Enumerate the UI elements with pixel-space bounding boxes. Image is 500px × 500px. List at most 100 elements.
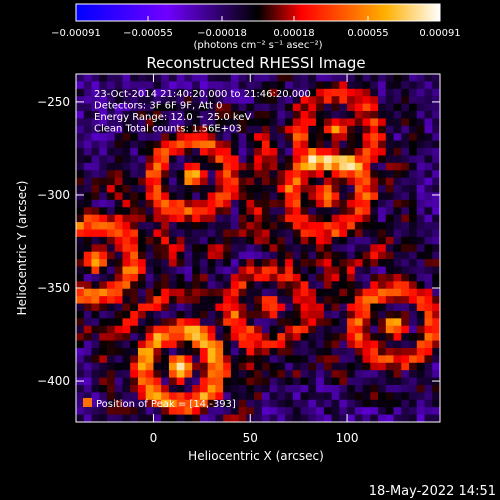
- heatmap-cell: [114, 273, 123, 282]
- heatmap-cell: [254, 222, 263, 230]
- heatmap-cell: [83, 133, 92, 142]
- heatmap-cell: [285, 377, 294, 386]
- heatmap-cell: [192, 281, 201, 290]
- heatmap-cell: [192, 273, 201, 282]
- heatmap-cell: [153, 259, 162, 267]
- heatmap-cell: [176, 199, 185, 208]
- heatmap-cell: [347, 310, 356, 319]
- heatmap-cell: [370, 148, 379, 156]
- heatmap-cell: [424, 125, 433, 134]
- heatmap-cell: [114, 251, 123, 260]
- heatmap-cell: [106, 281, 116, 290]
- heatmap-cell: [261, 259, 271, 267]
- heatmap-cell: [347, 133, 356, 142]
- heatmap-cell: [292, 199, 301, 208]
- x-tick-label: 0: [150, 431, 158, 445]
- heatmap-cell: [277, 133, 286, 142]
- heatmap-cell: [385, 281, 394, 290]
- heatmap-cell: [192, 407, 201, 415]
- heatmap-cell: [91, 355, 100, 364]
- heatmap-cell: [416, 148, 425, 156]
- heatmap-cell: [292, 273, 301, 282]
- heatmap-cell: [137, 74, 147, 82]
- heatmap-cell: [323, 407, 332, 415]
- colorbar-tick-label: −0.00018: [197, 28, 247, 39]
- heatmap-cell: [153, 199, 162, 208]
- heatmap-cell: [106, 74, 116, 82]
- heatmap-cell: [269, 384, 278, 393]
- heatmap-cell: [308, 340, 317, 349]
- heatmap-cell: [230, 162, 240, 171]
- heatmap-cell: [285, 162, 294, 171]
- heatmap-cell: [238, 281, 247, 290]
- heatmap-cell: [393, 125, 402, 134]
- heatmap-cell: [331, 222, 340, 230]
- heatmap-cell: [137, 118, 147, 127]
- heatmap-cell: [246, 88, 255, 97]
- heatmap-cell: [246, 207, 255, 216]
- heatmap-cell: [207, 81, 216, 90]
- heatmap-cell: [331, 266, 340, 275]
- heatmap-cell: [354, 162, 363, 171]
- heatmap-cell: [424, 266, 433, 275]
- heatmap-cell: [362, 103, 371, 112]
- heatmap-cell: [424, 192, 433, 201]
- heatmap-cell: [308, 125, 317, 134]
- heatmap-cell: [99, 392, 108, 401]
- heatmap-cell: [424, 199, 433, 208]
- heatmap-cell: [277, 288, 286, 297]
- heatmap-cell: [347, 362, 356, 371]
- heatmap-cell: [106, 377, 116, 386]
- heatmap-cell: [76, 399, 85, 408]
- heatmap-cell: [323, 414, 332, 423]
- heatmap-cell: [432, 148, 441, 156]
- heatmap-cell: [277, 266, 286, 275]
- heatmap-cell: [137, 362, 147, 371]
- heatmap-cell: [207, 288, 216, 297]
- heatmap-cell: [76, 118, 85, 127]
- heatmap-cell: [378, 407, 387, 415]
- heatmap-cell: [161, 192, 170, 201]
- heatmap-cell: [409, 170, 418, 179]
- heatmap-cell: [130, 347, 139, 356]
- heatmap-cell: [246, 399, 255, 408]
- heatmap-cell: [168, 333, 178, 341]
- heatmap-cell: [316, 288, 325, 297]
- heatmap-cell: [153, 266, 162, 275]
- heatmap-cell: [130, 244, 139, 253]
- heatmap-cell: [238, 266, 247, 275]
- heatmap-cell: [393, 74, 402, 82]
- heatmap-cell: [238, 155, 247, 164]
- heatmap-cell: [192, 199, 201, 208]
- heatmap-cell: [99, 236, 108, 245]
- heatmap-cell: [122, 192, 131, 201]
- heatmap-cell: [99, 162, 108, 171]
- heatmap-cell: [137, 399, 147, 408]
- heatmap-cell: [83, 259, 92, 267]
- heatmap-cell: [378, 310, 387, 319]
- heatmap-cell: [238, 392, 247, 401]
- heatmap-cell: [409, 118, 418, 127]
- heatmap-cell: [370, 296, 379, 304]
- heatmap-cell: [254, 281, 263, 290]
- heatmap-cell: [76, 229, 85, 238]
- heatmap-cell: [76, 310, 85, 319]
- heatmap-cell: [416, 370, 425, 378]
- heatmap-cell: [192, 177, 201, 186]
- heatmap-cell: [106, 155, 116, 164]
- heatmap-cell: [269, 296, 278, 304]
- heatmap-cell: [230, 370, 240, 378]
- heatmap-cell: [106, 88, 116, 97]
- heatmap-cell: [130, 296, 139, 304]
- heatmap-cell: [114, 407, 123, 415]
- heatmap-cell: [347, 244, 356, 253]
- heatmap-cell: [91, 347, 100, 356]
- heatmap-cell: [354, 111, 363, 119]
- heatmap-cell: [192, 347, 201, 356]
- heatmap-cell: [254, 111, 263, 119]
- heatmap-cell: [424, 392, 433, 401]
- heatmap-cell: [261, 222, 271, 230]
- heatmap-cell: [385, 133, 394, 142]
- heatmap-cell: [254, 288, 263, 297]
- heatmap-cell: [323, 96, 332, 105]
